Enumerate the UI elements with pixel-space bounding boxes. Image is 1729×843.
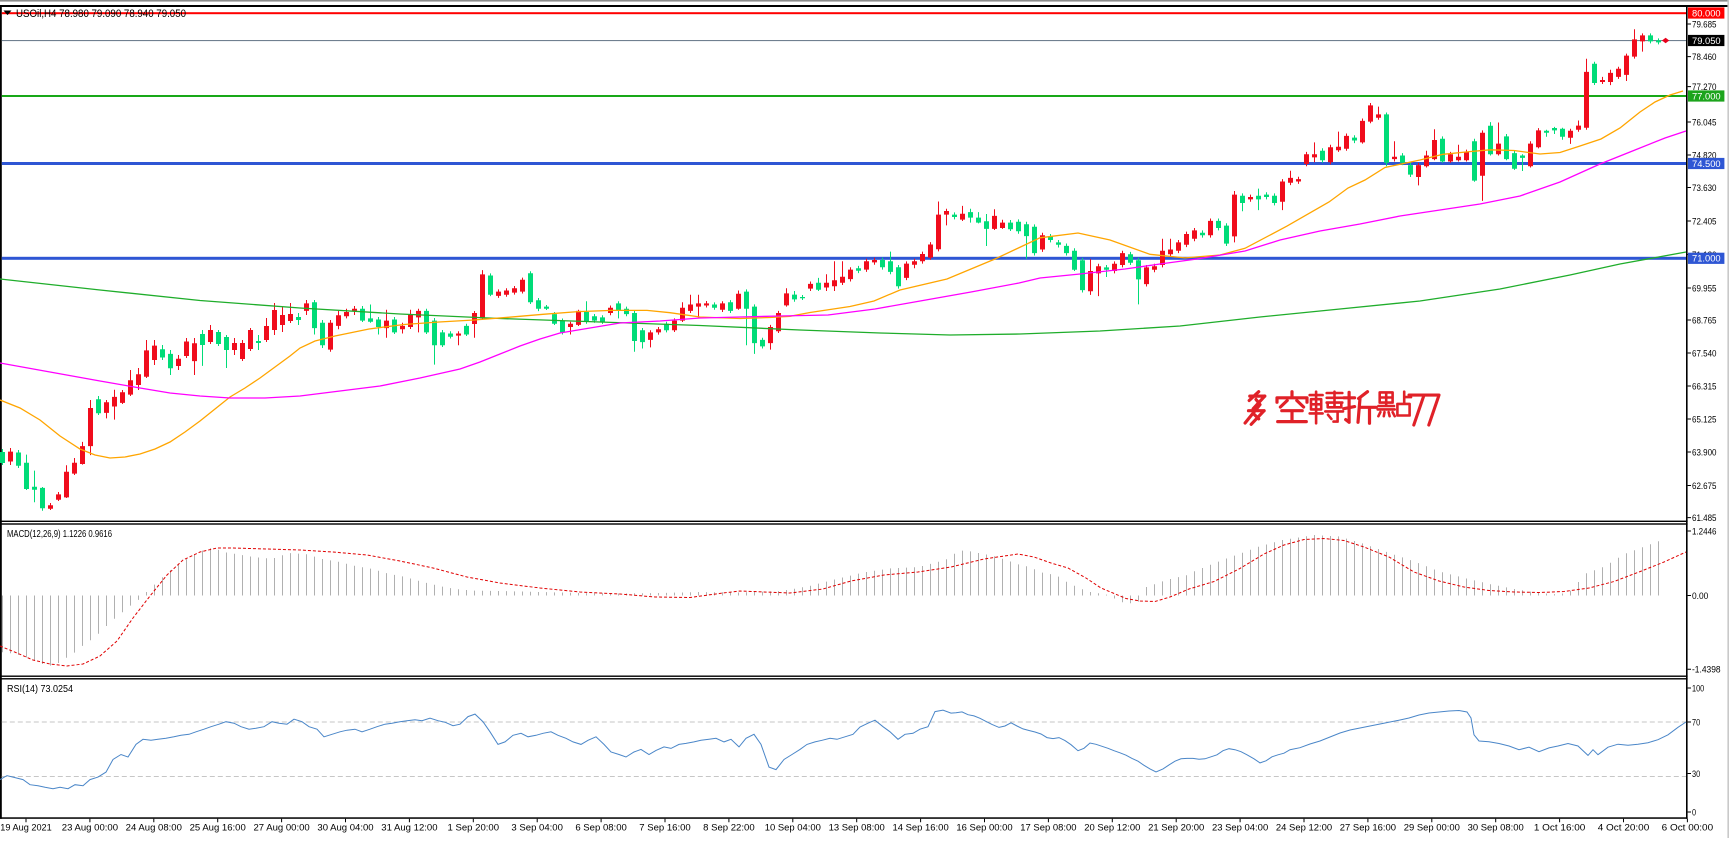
svg-text:1 Oct 16:00: 1 Oct 16:00 [1534, 823, 1586, 834]
svg-text:72.405: 72.405 [1692, 216, 1717, 227]
svg-text:62.675: 62.675 [1692, 481, 1717, 492]
svg-text:17 Sep 08:00: 17 Sep 08:00 [1020, 823, 1076, 834]
svg-text:14 Sep 16:00: 14 Sep 16:00 [893, 823, 949, 834]
svg-text:25 Aug 16:00: 25 Aug 16:00 [190, 823, 246, 834]
svg-text:65.125: 65.125 [1692, 414, 1717, 425]
svg-text:31 Aug 12:00: 31 Aug 12:00 [381, 823, 437, 834]
svg-text:8 Sep 22:00: 8 Sep 22:00 [703, 823, 755, 834]
svg-text:68.765: 68.765 [1692, 315, 1717, 326]
svg-text:67.540: 67.540 [1692, 348, 1717, 359]
svg-text:78.460: 78.460 [1692, 52, 1717, 63]
svg-text:20 Sep 12:00: 20 Sep 12:00 [1084, 823, 1140, 834]
svg-text:100: 100 [1692, 683, 1704, 694]
svg-text:30 Sep 08:00: 30 Sep 08:00 [1468, 823, 1524, 834]
svg-text:71.000: 71.000 [1692, 254, 1721, 265]
svg-text:-1.4398: -1.4398 [1692, 665, 1721, 676]
svg-text:MACD(12,26,9) 1.1226 0.9616: MACD(12,26,9) 1.1226 0.9616 [7, 529, 112, 540]
svg-text:6 Sep 08:00: 6 Sep 08:00 [575, 823, 627, 834]
svg-text:74.500: 74.500 [1692, 159, 1721, 170]
svg-text:16 Sep 00:00: 16 Sep 00:00 [956, 823, 1012, 834]
svg-text:23 Aug 00:00: 23 Aug 00:00 [62, 823, 118, 834]
svg-text:79.050: 79.050 [1692, 36, 1721, 47]
svg-text:79.685: 79.685 [1692, 19, 1717, 30]
svg-text:30 Aug 04:00: 30 Aug 04:00 [317, 823, 373, 834]
svg-text:76.045: 76.045 [1692, 117, 1717, 128]
svg-text:7 Sep 16:00: 7 Sep 16:00 [639, 823, 691, 834]
svg-text:23 Sep 04:00: 23 Sep 04:00 [1212, 823, 1268, 834]
svg-text:6 Oct 00:00: 6 Oct 00:00 [1662, 823, 1714, 834]
svg-text:70: 70 [1692, 717, 1700, 728]
svg-text:29 Sep 00:00: 29 Sep 00:00 [1404, 823, 1460, 834]
svg-text:0: 0 [1692, 807, 1696, 818]
svg-text:RSI(14) 73.0254: RSI(14) 73.0254 [7, 684, 73, 695]
svg-text:1.2446: 1.2446 [1692, 526, 1717, 537]
svg-text:69.955: 69.955 [1692, 283, 1717, 294]
svg-text:80.000: 80.000 [1692, 8, 1721, 19]
svg-text:73.630: 73.630 [1692, 183, 1717, 194]
svg-text:24 Aug 08:00: 24 Aug 08:00 [126, 823, 182, 834]
svg-text:21 Sep 20:00: 21 Sep 20:00 [1148, 823, 1204, 834]
svg-text:24 Sep 12:00: 24 Sep 12:00 [1276, 823, 1332, 834]
svg-text:77.000: 77.000 [1692, 91, 1721, 102]
svg-text:3 Sep 04:00: 3 Sep 04:00 [511, 823, 563, 834]
svg-text:61.485: 61.485 [1692, 513, 1717, 524]
svg-text:27 Sep 16:00: 27 Sep 16:00 [1340, 823, 1396, 834]
svg-text:4 Oct 20:00: 4 Oct 20:00 [1598, 823, 1650, 834]
svg-text:USOil,H4 78.980 79.090 78.940: USOil,H4 78.980 79.090 78.940 79.050 [16, 8, 186, 20]
svg-text:74.820: 74.820 [1692, 150, 1717, 161]
svg-text:0.00: 0.00 [1692, 591, 1708, 602]
svg-text:13 Sep 08:00: 13 Sep 08:00 [829, 823, 885, 834]
svg-text:10 Sep 04:00: 10 Sep 04:00 [765, 823, 821, 834]
svg-text:19 Aug 2021: 19 Aug 2021 [0, 823, 52, 834]
svg-text:30: 30 [1692, 769, 1700, 780]
svg-text:77.270: 77.270 [1692, 82, 1717, 93]
svg-text:27 Aug 00:00: 27 Aug 00:00 [254, 823, 310, 834]
svg-text:66.315: 66.315 [1692, 381, 1717, 392]
svg-text:1 Sep 20:00: 1 Sep 20:00 [448, 823, 500, 834]
svg-text:63.900: 63.900 [1692, 447, 1717, 458]
